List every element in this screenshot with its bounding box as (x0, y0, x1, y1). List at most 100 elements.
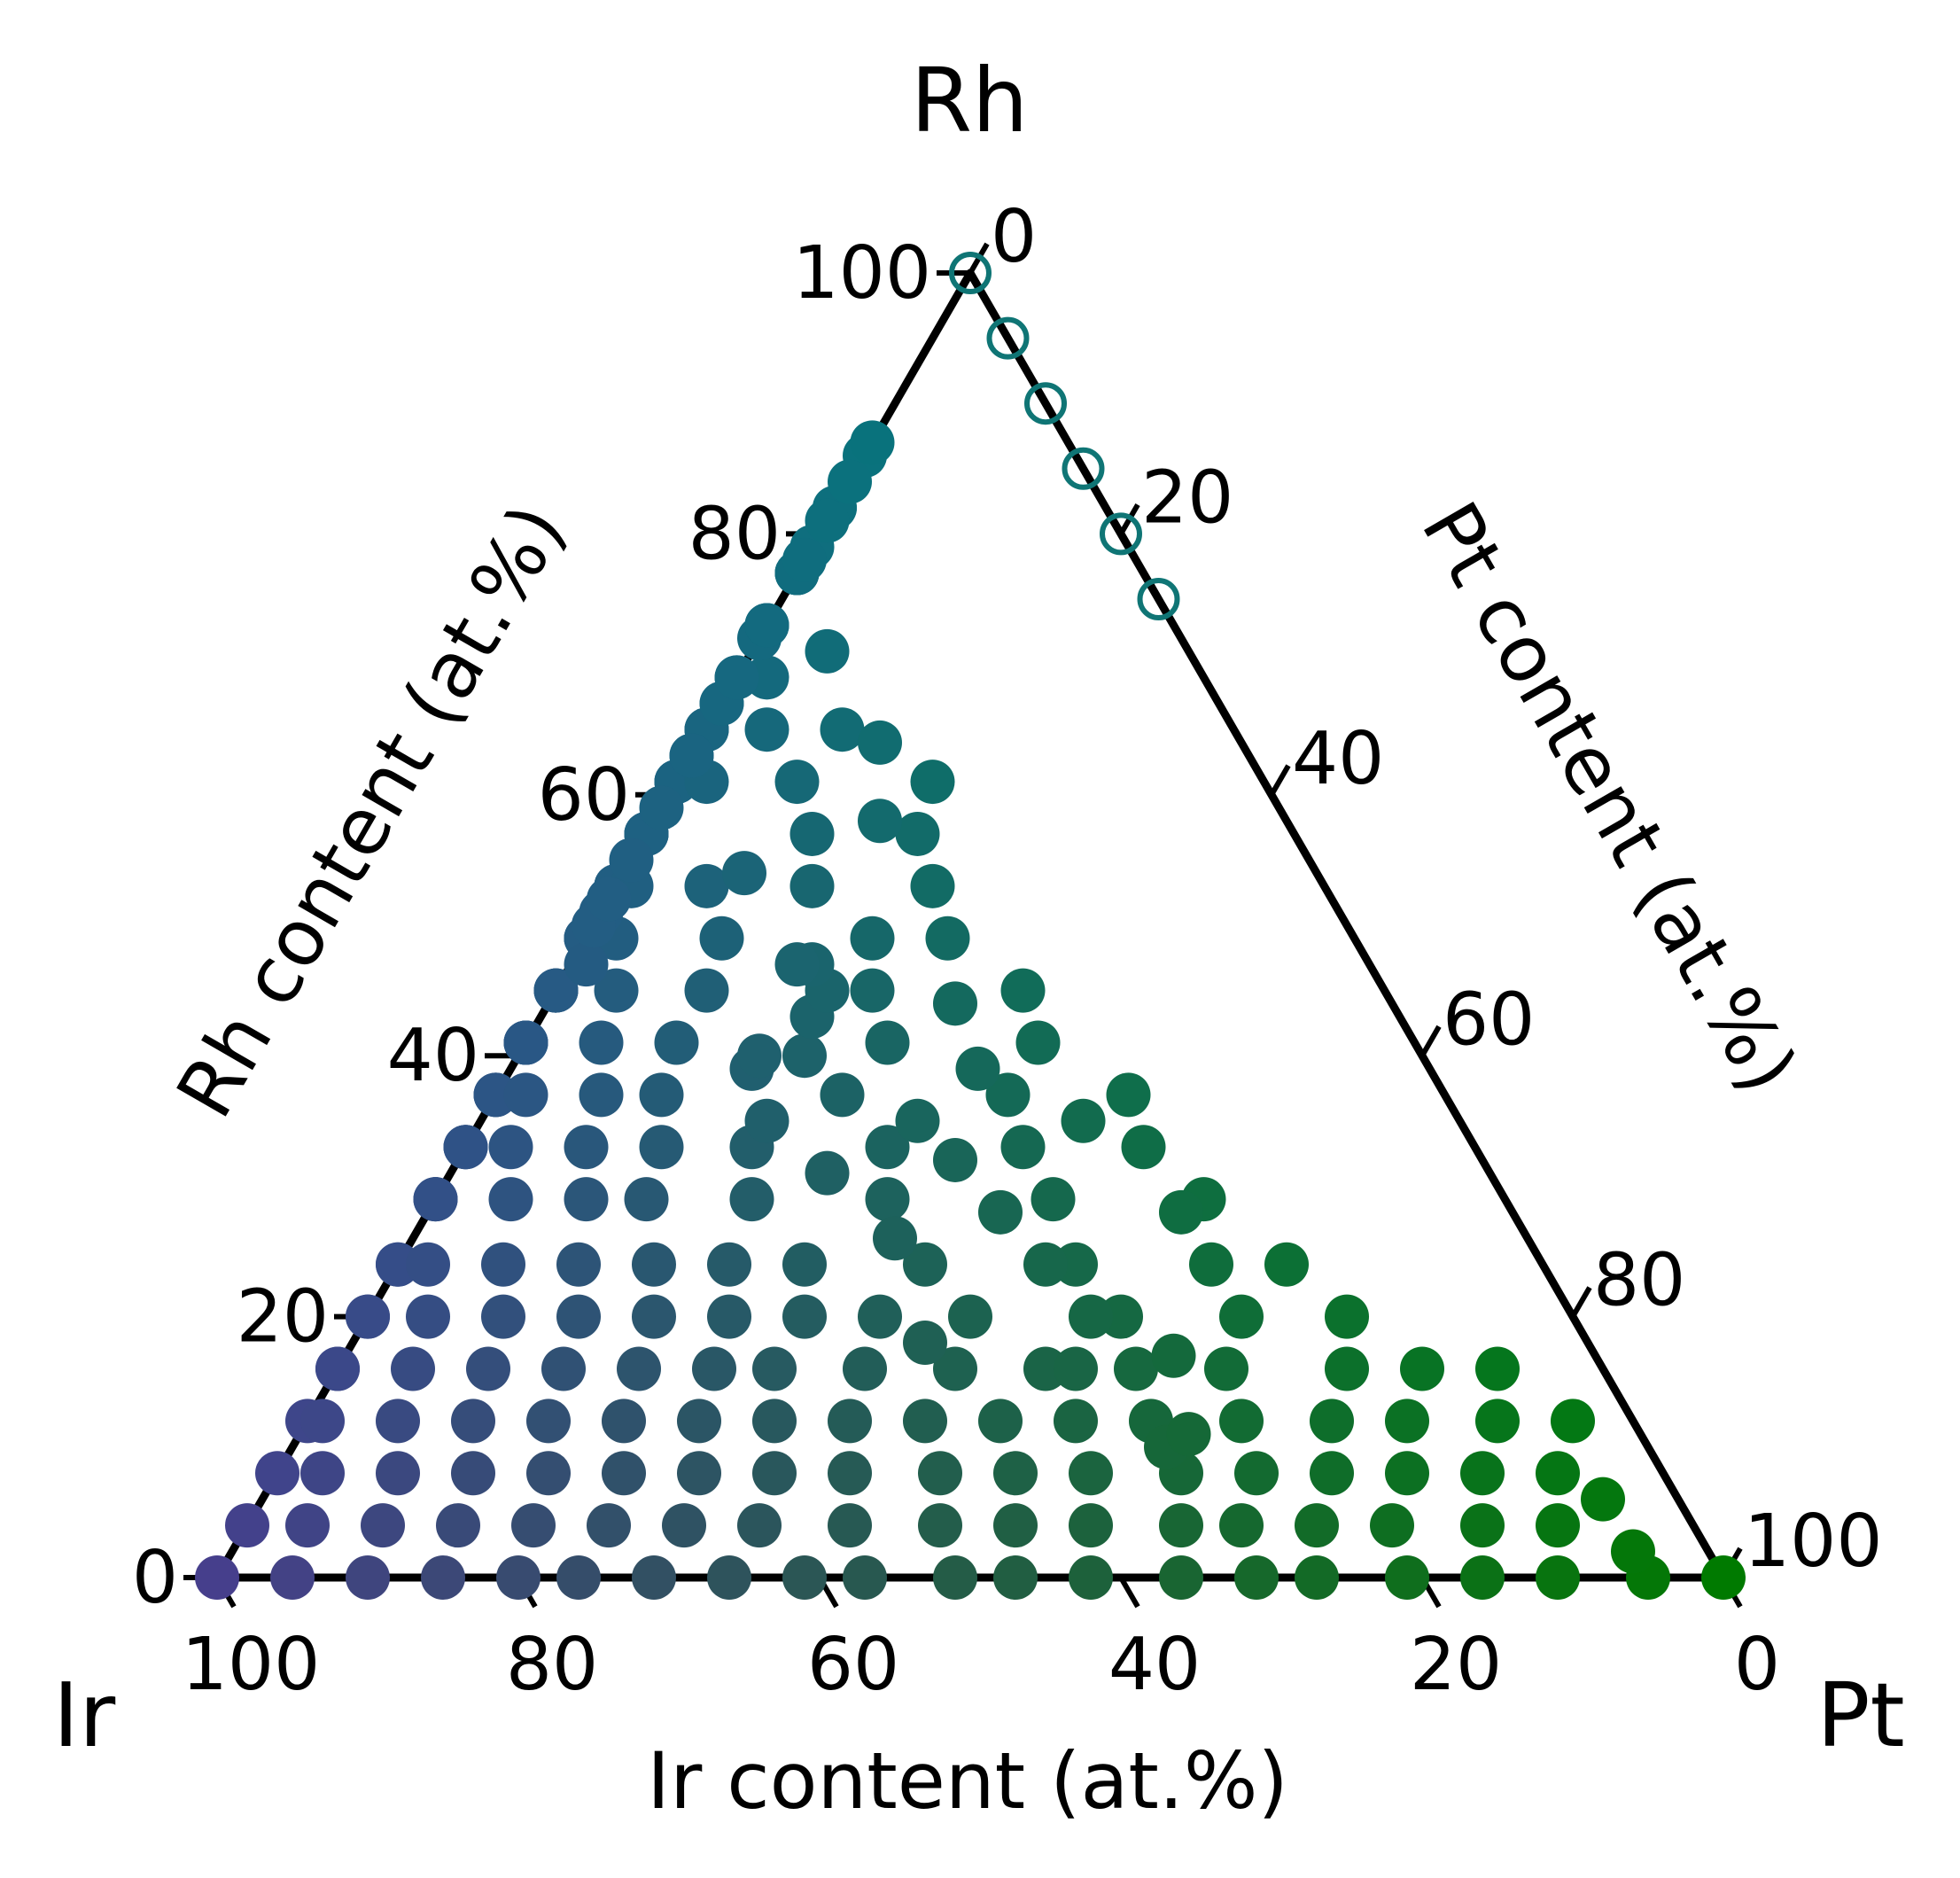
corner-label-top: Rh (911, 49, 1029, 152)
data-point (1310, 1399, 1354, 1444)
data-point (752, 1451, 797, 1496)
data-point (985, 1072, 1031, 1118)
data-point (699, 916, 744, 961)
data-point (1069, 1555, 1113, 1600)
data-point (865, 1125, 910, 1170)
data-point (955, 1046, 1000, 1091)
data-point (789, 863, 835, 908)
data-point (858, 1294, 902, 1339)
data-point (1015, 1020, 1061, 1065)
data-point (1159, 1555, 1203, 1600)
data-point (617, 1346, 661, 1391)
data-point (1204, 1346, 1248, 1391)
data-point (707, 1294, 751, 1339)
data-point (1189, 1242, 1233, 1287)
data-point (1325, 1294, 1369, 1339)
data-point (1701, 1555, 1746, 1600)
data-point (828, 1451, 872, 1496)
data-point (413, 1177, 458, 1222)
points-layer (195, 252, 1746, 1600)
data-point (481, 1294, 525, 1339)
data-point (1159, 1503, 1203, 1548)
data-point (910, 760, 955, 805)
data-point (376, 1451, 420, 1496)
data-point-open (1100, 512, 1142, 556)
data-point (744, 603, 789, 648)
data-point (526, 1451, 571, 1496)
data-point (903, 1399, 947, 1444)
data-point (722, 851, 766, 896)
tick-label-left: 20 (237, 1275, 329, 1360)
data-point (1000, 1125, 1046, 1170)
data-point (865, 1177, 910, 1222)
data-point (1054, 1399, 1098, 1444)
data-point (1114, 1346, 1158, 1391)
tick-label-right: 20 (1141, 456, 1233, 540)
data-point (496, 1555, 541, 1600)
tick-label-left: 100 (792, 231, 931, 316)
data-point (587, 1503, 631, 1548)
data-point (466, 1346, 510, 1391)
data-point (903, 1321, 947, 1366)
data-point (1295, 1555, 1339, 1600)
data-point (526, 1399, 571, 1444)
data-point (850, 968, 895, 1013)
data-point (737, 1033, 782, 1079)
data-point (1234, 1555, 1279, 1600)
data-point (1031, 1177, 1076, 1222)
data-point (744, 707, 789, 752)
data-point (933, 1137, 977, 1182)
tick-label-right: 100 (1744, 1500, 1883, 1584)
data-point (782, 1294, 827, 1339)
data-point (1069, 1294, 1113, 1339)
data-point (1310, 1451, 1354, 1496)
data-point (624, 1177, 669, 1222)
data-point (421, 1555, 465, 1600)
data-point (587, 877, 631, 922)
axis-title-bottom: Ir content (at.%) (647, 1735, 1288, 1827)
data-point (255, 1451, 299, 1496)
tick-mark-bottom (1118, 1576, 1140, 1609)
data-point (541, 1346, 586, 1391)
data-point (1061, 1098, 1106, 1143)
data-point (978, 1399, 1023, 1444)
data-point (602, 1451, 646, 1496)
data-point (805, 628, 850, 674)
data-point (677, 1451, 721, 1496)
data-point (1121, 1125, 1166, 1170)
tick-label-bottom: 80 (506, 1623, 598, 1707)
data-point (1385, 1399, 1429, 1444)
data-point (556, 1242, 601, 1287)
data-point (865, 1020, 910, 1065)
data-point (285, 1503, 330, 1548)
data-point (774, 942, 820, 987)
data-point (873, 1216, 917, 1261)
data-point (925, 916, 970, 961)
data-point (805, 1150, 850, 1196)
data-point (315, 1346, 360, 1391)
data-point (978, 1189, 1023, 1235)
data-point (481, 1242, 525, 1287)
corner-label-right: Pt (1816, 1664, 1905, 1767)
tick-label-bottom: 40 (1108, 1623, 1201, 1707)
tick-label-left: 60 (538, 753, 630, 838)
data-point (1000, 968, 1046, 1013)
data-point (1219, 1399, 1264, 1444)
data-point (895, 811, 940, 856)
data-point (1581, 1477, 1625, 1522)
data-point (443, 1125, 488, 1170)
data-point (654, 1020, 699, 1065)
data-point (511, 1503, 556, 1548)
data-point (1151, 1333, 1196, 1378)
data-point (820, 1072, 865, 1118)
data-point (669, 733, 714, 778)
data-point (782, 1555, 827, 1600)
data-point (782, 537, 827, 582)
data-point (744, 1098, 789, 1143)
data-point (752, 1399, 797, 1444)
data-point (346, 1555, 390, 1600)
data-point (564, 1125, 609, 1170)
tick-label-right: 80 (1593, 1239, 1685, 1323)
data-point (1023, 1242, 1068, 1287)
data-point (858, 720, 902, 765)
